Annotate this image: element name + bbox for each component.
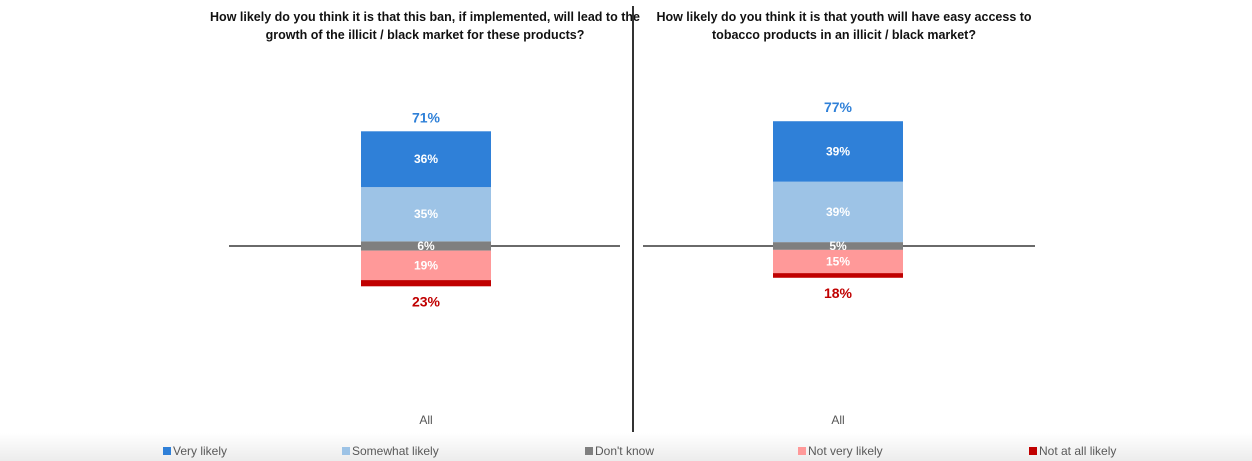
data-label: 5% xyxy=(829,239,847,253)
data-label: 39% xyxy=(826,144,850,158)
legend-item-not-very-likely: Not very likely xyxy=(798,444,883,458)
bar-dont-know xyxy=(361,241,491,251)
chart-title: How likely do you think it is that youth… xyxy=(656,10,1032,42)
bar-not-at-all-likely xyxy=(773,273,903,278)
legend-swatch xyxy=(342,447,350,455)
legend xyxy=(0,433,1252,461)
legend-label: Very likely xyxy=(173,444,228,458)
legend-label: Not at all likely xyxy=(1039,444,1117,458)
legend-item-very-likely: Very likely xyxy=(163,444,227,458)
data-label: 39% xyxy=(826,205,850,219)
category-label: All xyxy=(831,413,844,427)
bar-somewhat-likely xyxy=(361,187,491,242)
data-label: 6% xyxy=(417,239,435,253)
legend-swatch xyxy=(1029,447,1037,455)
data-label: 36% xyxy=(414,152,438,166)
legend-item-not-at-all-likely: Not at all likely xyxy=(1029,444,1116,458)
legend-label: Somewhat likely xyxy=(352,444,439,458)
data-label: 19% xyxy=(414,258,438,272)
panel-divider xyxy=(632,6,634,432)
total-likely-label: 71% xyxy=(412,109,441,125)
data-label: 15% xyxy=(826,255,850,269)
data-label: 35% xyxy=(414,207,438,221)
bar-very-likely xyxy=(361,131,491,188)
category-label: All xyxy=(419,413,432,427)
legend-label: Don't know xyxy=(595,444,654,458)
bar-very-likely xyxy=(773,121,903,182)
legend-swatch xyxy=(585,447,593,455)
bar-somewhat-likely xyxy=(773,181,903,243)
total-likely-label: 77% xyxy=(824,99,853,115)
legend-item-somewhat-likely: Somewhat likely xyxy=(342,444,439,458)
legend-swatch xyxy=(163,447,171,455)
total-not-likely-label: 23% xyxy=(412,293,441,309)
total-not-likely-label: 18% xyxy=(824,285,853,301)
bar-not-very-likely xyxy=(773,249,903,274)
chart-title: How likely do you think it is that this … xyxy=(210,10,640,42)
bar-not-very-likely xyxy=(361,250,491,281)
chart-youth-access: 5% 39% 39% 15% 77% 18% All xyxy=(643,99,1035,427)
legend-swatch xyxy=(798,447,806,455)
bar-dont-know xyxy=(773,242,903,250)
legend-item-dont-know: Don't know xyxy=(585,444,654,458)
chart-ban-illicit-market: 6% 35% 36% 19% 71% 23% All xyxy=(229,109,620,427)
bar-not-at-all-likely xyxy=(361,280,491,287)
chart-panel-youth-access: How likely do you think it is that youth… xyxy=(634,0,1252,430)
chart-panel-ban-illicit-market: How likely do you think it is that this … xyxy=(0,0,640,430)
legend-label: Not very likely xyxy=(808,444,883,458)
